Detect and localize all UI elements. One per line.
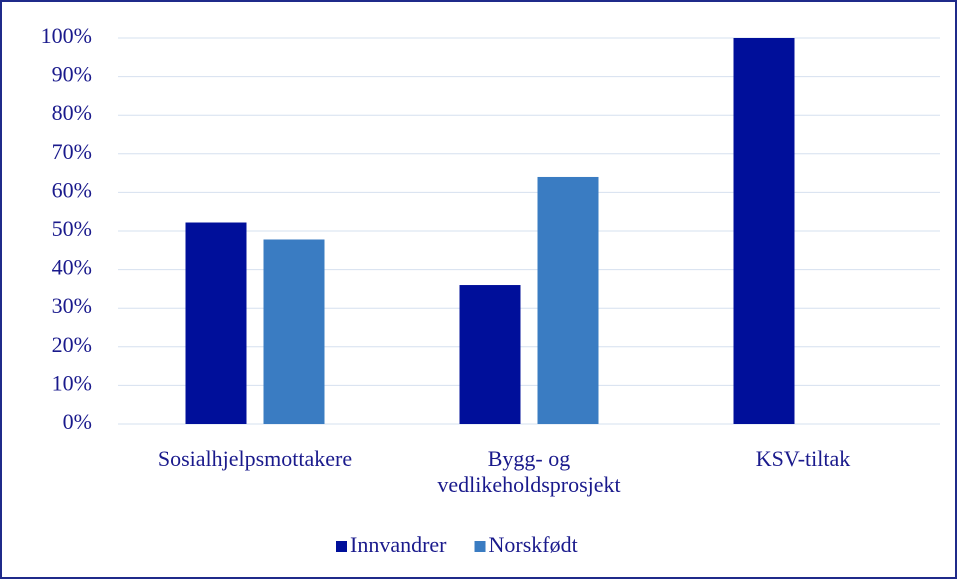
legend-label: Innvandrer <box>350 532 447 557</box>
y-tick-label: 10% <box>52 370 92 395</box>
y-tick-label: 20% <box>52 332 92 357</box>
y-tick-label: 80% <box>52 100 92 125</box>
y-tick-label: 40% <box>52 255 92 280</box>
bar <box>185 222 247 424</box>
y-tick-label: 30% <box>52 293 92 318</box>
y-tick-label: 60% <box>52 177 92 202</box>
legend-swatch <box>336 541 347 552</box>
bar <box>537 176 599 424</box>
x-tick-label: KSV-tiltak <box>755 446 851 471</box>
legend-swatch <box>474 541 486 552</box>
y-tick-label: 0% <box>63 409 92 434</box>
x-tick-label: Sosialhjelpsmottakere <box>157 446 353 471</box>
y-tick-label: 70% <box>52 139 92 164</box>
bar <box>459 285 521 424</box>
bar <box>263 239 325 424</box>
y-tick-label: 100% <box>41 23 92 48</box>
y-tick-label: 50% <box>52 216 92 241</box>
bar <box>733 38 795 424</box>
legend-label: Norskfødt <box>489 532 578 557</box>
y-tick-label: 90% <box>52 62 92 87</box>
x-tick-label: Bygg- og vedlikeholdsprosjekt <box>437 446 621 497</box>
